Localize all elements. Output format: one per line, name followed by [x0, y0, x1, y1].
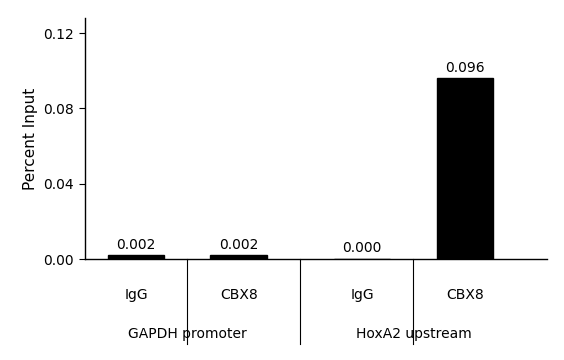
Bar: [108, 256, 164, 259]
Y-axis label: Percent Input: Percent Input: [23, 87, 38, 190]
Text: 0.002: 0.002: [116, 238, 156, 252]
Bar: [210, 256, 267, 259]
Text: 0.002: 0.002: [219, 238, 258, 252]
Text: IgG: IgG: [350, 288, 374, 302]
Text: HoxA2 upstream: HoxA2 upstream: [355, 327, 472, 341]
Text: IgG: IgG: [124, 288, 148, 302]
Text: 0.096: 0.096: [445, 60, 484, 75]
Text: 0.000: 0.000: [342, 242, 382, 256]
Text: CBX8: CBX8: [220, 288, 258, 302]
Text: GAPDH promoter: GAPDH promoter: [128, 327, 246, 341]
Bar: [437, 78, 493, 259]
Text: CBX8: CBX8: [446, 288, 484, 302]
